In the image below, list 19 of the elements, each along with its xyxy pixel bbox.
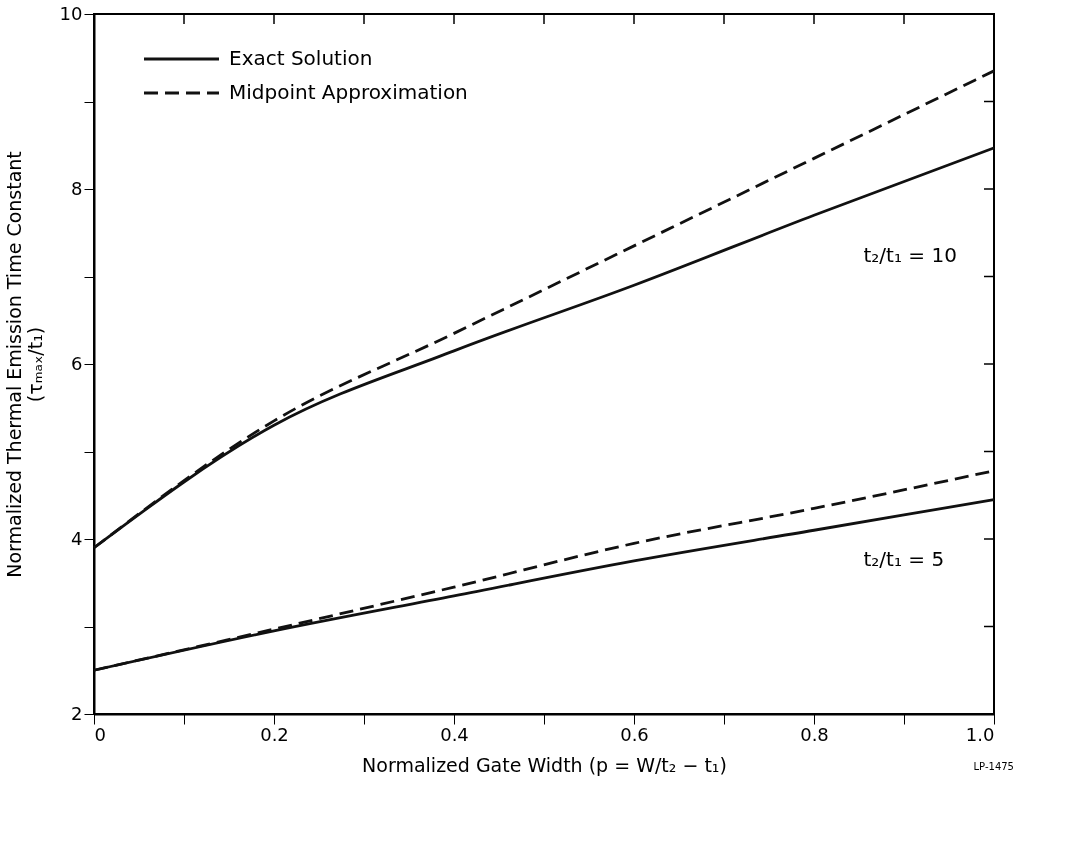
x-tick-label: 0.4 (440, 723, 469, 745)
legend-label: Exact Solution (229, 46, 373, 70)
x-tick-label: 0 (94, 723, 106, 745)
y-tick-label: 10 (59, 2, 83, 24)
x-tick-label: 0.2 (260, 723, 289, 745)
y-tick-label: 8 (71, 177, 83, 199)
text: (τₘₐₓ/t₁) (23, 326, 46, 403)
x-tick-label: 0.6 (620, 723, 649, 745)
y-tick-label: 4 (71, 527, 83, 549)
text: LP-1475 (973, 761, 1014, 772)
x-tick-label: 0.8 (800, 723, 829, 745)
y-tick-label: 2 (71, 702, 83, 724)
text: Normalized Thermal Emission Time Constant (2, 151, 25, 578)
annotation: t₂/t₁ = 10 (863, 242, 957, 267)
y-tick-label: 6 (71, 352, 83, 374)
x-axis-title: Normalized Gate Width (p = W/t₂ − t₁) (362, 753, 727, 776)
legend-label: Midpoint Approximation (229, 80, 468, 104)
annotation: t₂/t₁ = 5 (863, 547, 945, 571)
x-tick-label: 1.0 (965, 723, 995, 745)
